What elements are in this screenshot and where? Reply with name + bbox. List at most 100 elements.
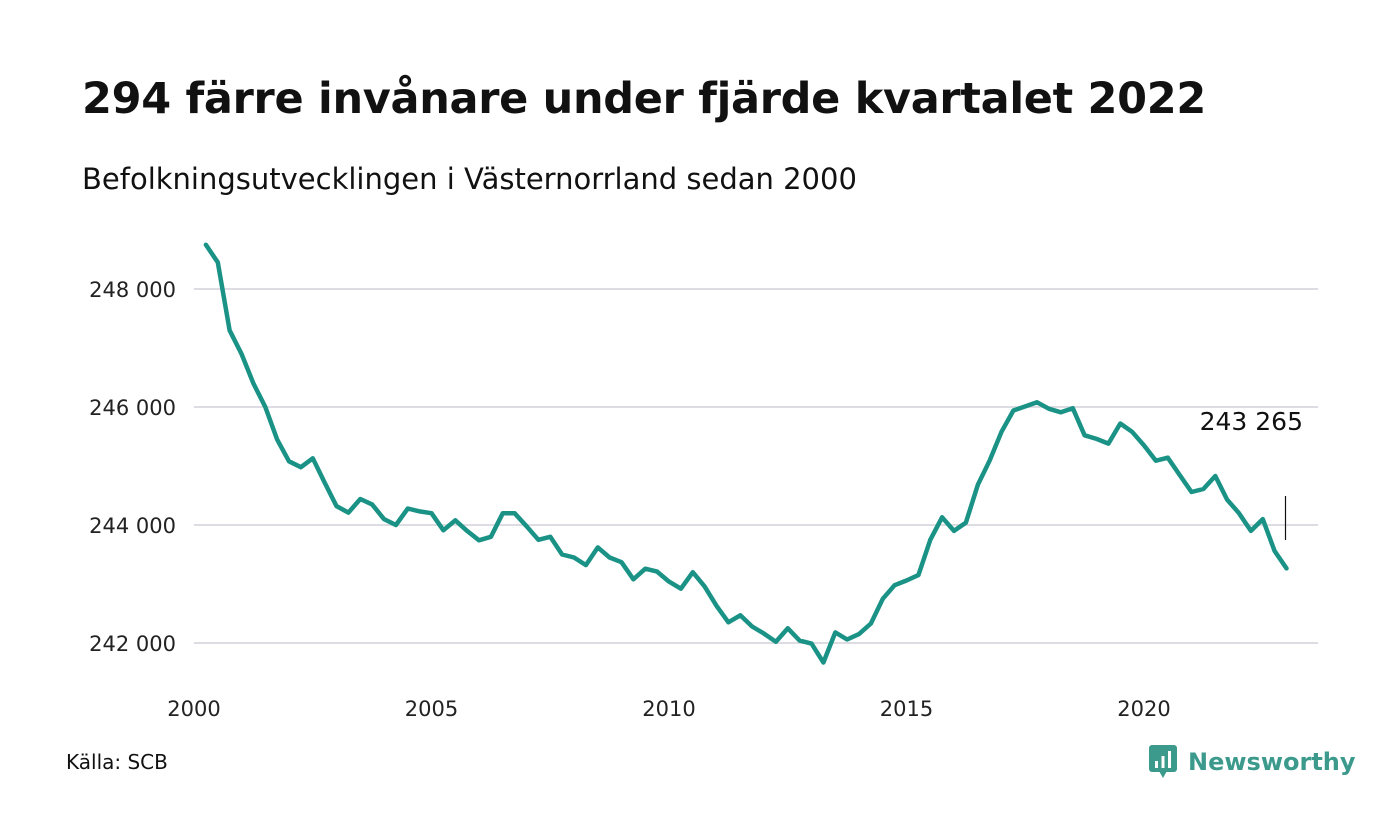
x-tick-label: 2020 xyxy=(1117,697,1170,721)
data-point xyxy=(798,639,802,643)
data-point xyxy=(548,535,552,539)
data-point xyxy=(596,545,600,549)
data-point xyxy=(287,459,291,463)
data-point xyxy=(1059,410,1063,414)
data-point xyxy=(869,622,873,626)
data-point xyxy=(453,518,457,522)
data-point xyxy=(406,507,410,511)
data-point xyxy=(572,556,576,560)
data-point xyxy=(251,381,255,385)
data-point xyxy=(655,570,659,574)
data-point xyxy=(513,511,517,515)
annotation: 243 265 xyxy=(1200,407,1303,540)
y-tick-label: 244 000 xyxy=(89,514,176,538)
data-point xyxy=(335,504,339,508)
data-point xyxy=(821,661,825,665)
series-layer xyxy=(203,242,1289,665)
data-point xyxy=(1190,490,1194,494)
data-point xyxy=(940,515,944,519)
data-point xyxy=(228,328,232,332)
data-point xyxy=(608,556,612,560)
data-point xyxy=(584,563,588,567)
data-point xyxy=(430,511,434,515)
data-point xyxy=(1047,407,1051,411)
data-point xyxy=(501,511,505,515)
y-tick-label: 242 000 xyxy=(89,632,176,656)
brand-name: Newsworthy xyxy=(1188,748,1356,776)
data-point xyxy=(964,521,968,525)
data-point xyxy=(1273,549,1277,553)
chart-title: 294 färre invånare under fjärde kvartale… xyxy=(82,74,1207,124)
x-tick-label: 2015 xyxy=(880,697,933,721)
data-point xyxy=(216,260,220,264)
data-point xyxy=(738,613,742,617)
source-note: Källa: SCB xyxy=(66,750,168,774)
data-point xyxy=(1071,406,1075,410)
x-axis-labels: 2000 2005 2010 2015 2020 xyxy=(167,697,1170,721)
data-point xyxy=(916,573,920,577)
data-point xyxy=(1249,529,1253,533)
data-point xyxy=(881,597,885,601)
data-point xyxy=(204,243,208,247)
y-tick-label: 248 000 xyxy=(89,278,176,302)
brand-logo: Newsworthy xyxy=(1148,744,1356,780)
data-point xyxy=(857,632,861,636)
data-point xyxy=(1000,430,1004,434)
data-point xyxy=(418,509,422,513)
data-point xyxy=(952,529,956,533)
data-point xyxy=(1237,511,1241,515)
data-point xyxy=(1166,456,1170,460)
data-point xyxy=(1130,430,1134,434)
data-point xyxy=(394,523,398,527)
data-point xyxy=(1118,422,1122,426)
data-point xyxy=(1178,473,1182,477)
data-point xyxy=(311,456,315,460)
data-point xyxy=(346,511,350,515)
data-point xyxy=(845,638,849,642)
data-point xyxy=(1154,459,1158,463)
chart-subtitle: Befolkningsutvecklingen i Västernorrland… xyxy=(82,162,857,196)
annotation-label: 243 265 xyxy=(1200,407,1303,436)
data-point xyxy=(1225,498,1229,502)
data-point xyxy=(928,538,932,542)
data-point xyxy=(1213,474,1217,478)
data-point xyxy=(976,483,980,487)
data-point xyxy=(905,579,909,583)
data-point xyxy=(726,620,730,624)
y-tick-label: 246 000 xyxy=(89,396,176,420)
data-point xyxy=(893,583,897,587)
data-point xyxy=(370,502,374,506)
data-point xyxy=(441,528,445,532)
series-line-0 xyxy=(203,242,1289,665)
data-point xyxy=(631,577,635,581)
data-point xyxy=(240,352,244,356)
data-point xyxy=(1285,566,1289,570)
data-point xyxy=(536,538,540,542)
data-point xyxy=(810,642,814,646)
data-point xyxy=(750,625,754,629)
data-point xyxy=(1011,409,1015,413)
data-point xyxy=(299,465,303,469)
data-point xyxy=(489,535,493,539)
x-tick-label: 2010 xyxy=(642,697,695,721)
data-point xyxy=(833,630,837,634)
data-point xyxy=(620,560,624,564)
data-point xyxy=(667,580,671,584)
x-tick-label: 2005 xyxy=(405,697,458,721)
data-point xyxy=(1201,487,1205,491)
x-tick-label: 2000 xyxy=(167,697,220,721)
newsworthy-logo-icon xyxy=(1149,745,1177,778)
data-point xyxy=(762,632,766,636)
data-point xyxy=(323,481,327,485)
y-axis-labels: 242 000 244 000 246 000 248 000 xyxy=(89,278,176,656)
data-point xyxy=(691,570,695,574)
data-point xyxy=(774,640,778,644)
data-point xyxy=(263,405,267,409)
data-point xyxy=(525,524,529,528)
data-point xyxy=(1095,437,1099,441)
data-point xyxy=(477,538,481,542)
data-point xyxy=(465,529,469,533)
data-point xyxy=(988,459,992,463)
data-point xyxy=(1023,404,1027,408)
